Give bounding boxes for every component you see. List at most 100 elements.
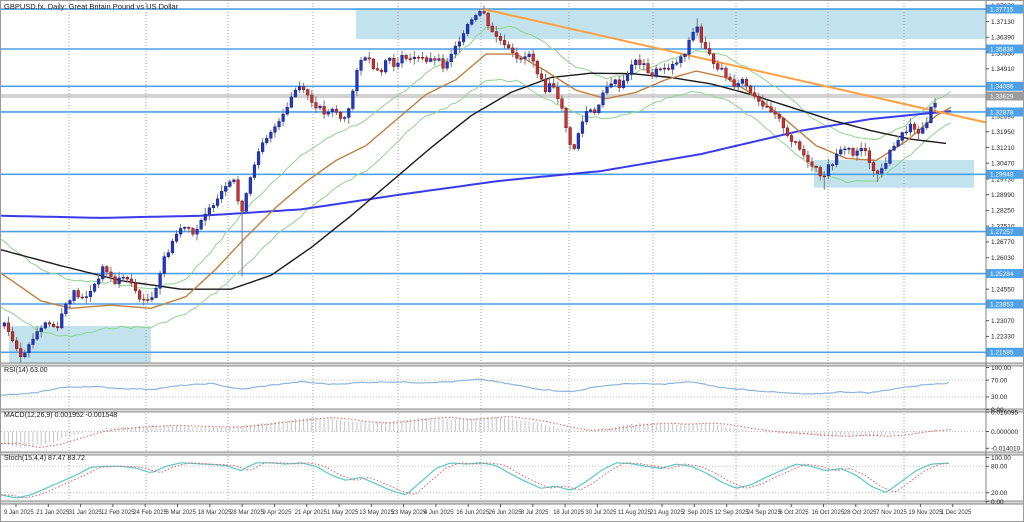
svg-text:1.32878: 1.32878 xyxy=(990,109,1014,116)
date-tick-label: 13 May 2025 xyxy=(359,510,394,516)
price-tick-label: 1.37130 xyxy=(991,19,1015,26)
sr-price-label xyxy=(986,81,1023,91)
indicator-axis-label: 0.000000 xyxy=(991,429,1018,436)
supply-demand-zones[interactable] xyxy=(9,8,986,363)
indicator-axis-label: 70.00 xyxy=(991,377,1008,384)
price-tick-label: 1.26030 xyxy=(991,255,1015,262)
ma-20-brown xyxy=(1,53,952,309)
date-tick-label: 16 Jun 2025 xyxy=(456,510,490,516)
price-tick-label: 1.28250 xyxy=(991,208,1015,215)
rsi-indicator-label: RSI(14) 63.00 xyxy=(4,367,48,374)
chart-title: GBPUSD.fx, Daily: Great Britain Pound vs… xyxy=(4,2,179,11)
svg-text:1.27257: 1.27257 xyxy=(990,229,1014,236)
sr-price-label xyxy=(986,347,1023,357)
date-tick-label: 4 Jun 2025 xyxy=(424,510,454,516)
indicator-axis-label: 80.00 xyxy=(991,464,1008,471)
date-tick-label: 12 Feb 2025 xyxy=(101,510,135,516)
rsi-line xyxy=(1,378,950,396)
date-axis[interactable]: 9 Jan 2025 21 Jan 2025 31 Jan 2025 12 Feb 2… xyxy=(4,504,972,516)
sr-price-label xyxy=(986,107,1023,117)
sr-price-label xyxy=(986,227,1023,237)
svg-text:1.21585: 1.21585 xyxy=(990,350,1014,357)
date-tick-label: 19 Nov 2025 xyxy=(908,510,943,516)
date-tick-label: 12 Sep 2025 xyxy=(715,510,750,516)
date-tick-label: 2 Sep 2025 xyxy=(682,510,713,516)
date-tick-label: 1 May 2025 xyxy=(327,510,359,516)
ma-100-black xyxy=(1,72,947,290)
date-tick-label: 28 Oct 2025 xyxy=(844,510,877,516)
axes-frame xyxy=(1,1,1023,505)
date-tick-label: 6 Oct 2025 xyxy=(779,510,809,516)
descending-trendline[interactable] xyxy=(482,7,1013,129)
date-tick-label: 30 Jul 2025 xyxy=(585,510,617,516)
stoch-indicator-label: Stoch(15,4,4) 87.47 83.72 xyxy=(4,455,85,462)
price-tick-label: 1.26770 xyxy=(991,239,1015,246)
price-tick-label: 1.29730 xyxy=(991,176,1015,183)
date-tick-label: 18 Jul 2025 xyxy=(553,510,585,516)
price-tick-label: 1.34910 xyxy=(991,66,1015,73)
date-tick-label: 8 Jul 2025 xyxy=(521,510,549,516)
sr-price-label xyxy=(986,44,1023,54)
price-tick-label: 1.36390 xyxy=(991,35,1015,42)
indicator-axis-label: 100.00 xyxy=(991,455,1011,462)
candlesticks xyxy=(2,5,937,364)
indicator-axis-label: 0.016095 xyxy=(991,409,1018,416)
svg-text:1.35838: 1.35838 xyxy=(990,46,1014,53)
supply-zone-top[interactable] xyxy=(356,8,986,40)
price-tick-label: 1.31950 xyxy=(991,129,1015,136)
macd-signal-line xyxy=(1,416,952,448)
current-price-label xyxy=(986,91,1023,101)
indicator-level-lines xyxy=(1,379,986,494)
price-tick-label: 1.31210 xyxy=(991,145,1015,152)
svg-text:1.33629: 1.33629 xyxy=(990,93,1014,100)
indicator-axis-label: 20.00 xyxy=(991,490,1008,497)
stochastic-lines xyxy=(1,462,950,499)
price-tick-label: 1.23070 xyxy=(991,318,1015,325)
date-tick-label: 21 Aug 2025 xyxy=(650,510,684,516)
date-tick-label: 26 Jun 2025 xyxy=(489,510,523,516)
current-price-line[interactable] xyxy=(1,94,986,98)
sr-price-label xyxy=(986,299,1023,309)
date-tick-label: 24 Sep 2025 xyxy=(747,510,782,516)
indicator-axis-label: -0.014010 xyxy=(991,446,1021,453)
svg-text:1.37715: 1.37715 xyxy=(990,6,1014,13)
bollinger-bands xyxy=(1,25,952,338)
price-tick-label: 1.30470 xyxy=(991,161,1015,168)
date-tick-label: 23 May 2025 xyxy=(392,510,427,516)
svg-text:1.23853: 1.23853 xyxy=(990,301,1014,308)
indicator-axis-label: 100.00 xyxy=(991,365,1011,372)
date-tick-label: 18 Mar 2025 xyxy=(198,510,232,516)
price-tick-label: 1.27510 xyxy=(991,223,1015,230)
date-tick-label: 7 Nov 2025 xyxy=(876,510,907,516)
price-tick-label: 1.28990 xyxy=(991,192,1015,199)
date-tick-label: 21 Jan 2025 xyxy=(36,510,70,516)
svg-text:1.29948: 1.29948 xyxy=(990,172,1014,179)
indicator-axis-label: 30.00 xyxy=(991,394,1008,401)
price-tick-label: 1.24550 xyxy=(991,286,1015,293)
date-tick-label: 9 Apr 2025 xyxy=(262,510,292,516)
sr-price-label xyxy=(986,169,1023,179)
sr-price-label xyxy=(986,4,1023,14)
price-tick-label: 1.22330 xyxy=(991,334,1015,341)
ma-200-blue xyxy=(1,110,952,219)
date-tick-label: 9 Jan 2025 xyxy=(4,510,34,516)
price-tick-label: 1.35650 xyxy=(991,50,1015,57)
date-tick-label: 11 Aug 2025 xyxy=(618,510,652,516)
macd-indicator-label: MACD(12,26,9) 0.001952 -0.001548 xyxy=(4,412,118,419)
date-tick-label: 28 Mar 2025 xyxy=(230,510,264,516)
svg-text:1.25284: 1.25284 xyxy=(990,271,1014,278)
svg-text:1.34086: 1.34086 xyxy=(990,84,1014,91)
date-tick-label: 21 Apr 2025 xyxy=(295,510,328,516)
date-tick-label: 24 Feb 2025 xyxy=(133,510,167,516)
month-separator-gridlines xyxy=(68,3,905,504)
price-tick-label: 1.32690 xyxy=(991,113,1015,120)
indicator-axis-label: 0.00 xyxy=(991,499,1004,506)
date-tick-label: 6 Mar 2025 xyxy=(166,510,197,516)
sr-price-label xyxy=(986,269,1023,279)
price-axis[interactable]: 1.378701.371301.363901.356501.349101.326… xyxy=(986,3,1024,357)
date-tick-label: 16 Oct 2025 xyxy=(812,510,845,516)
indicator-axis-label: 0.00 xyxy=(991,407,1004,414)
indicator-axis-labels[interactable]: 100.0070.0030.000.000.0160950.000000-0.0… xyxy=(986,365,1021,506)
